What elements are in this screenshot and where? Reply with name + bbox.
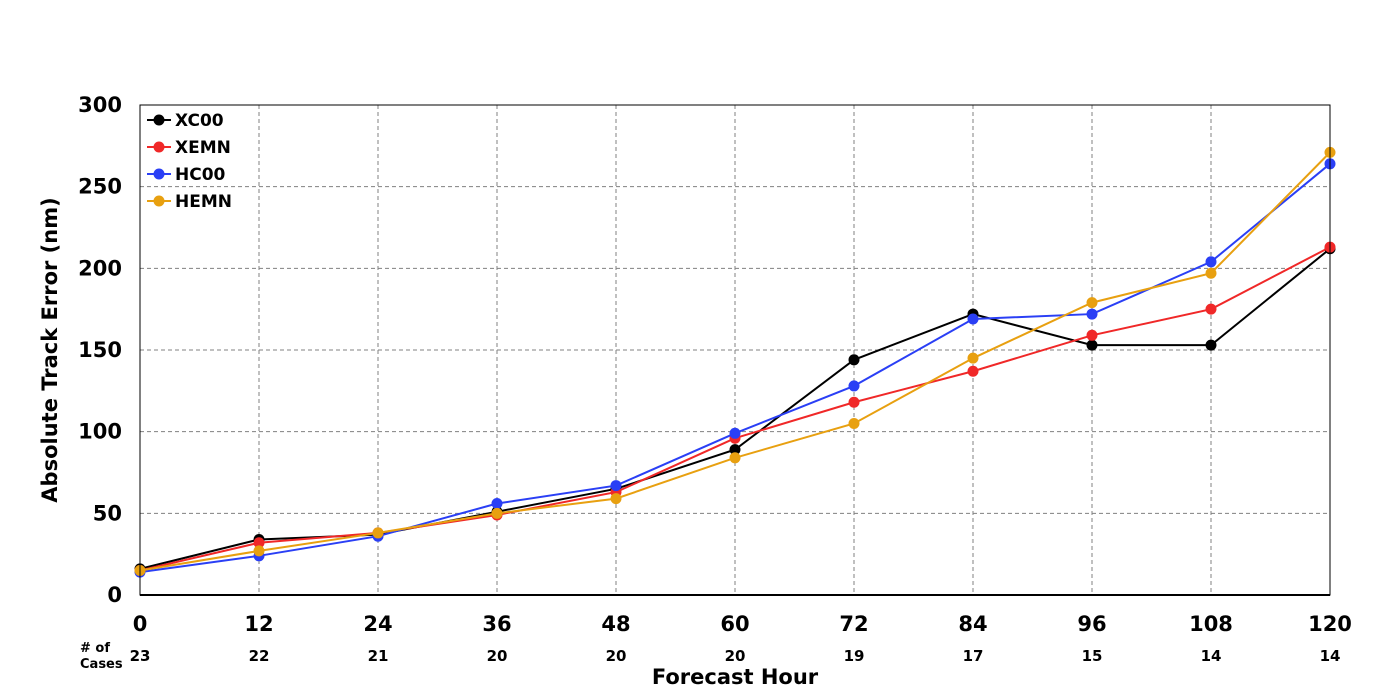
y-tick-label: 300 (78, 93, 122, 117)
x-tick-label: 36 (482, 612, 511, 636)
data-point (1086, 308, 1098, 320)
y-tick-label: 0 (107, 583, 122, 607)
x-tick-label: 0 (133, 612, 148, 636)
legend-marker (153, 168, 165, 180)
case-count: 22 (249, 647, 270, 665)
case-count: 21 (368, 647, 389, 665)
case-count: 14 (1201, 647, 1222, 665)
legend-label: XC00 (175, 111, 224, 131)
data-point (372, 527, 384, 539)
case-count: 23 (130, 647, 151, 665)
legend-item: XC00 (147, 111, 224, 131)
data-point (848, 354, 860, 366)
data-point (967, 313, 979, 325)
data-point (967, 365, 979, 377)
x-axis-title: Forecast Hour (652, 665, 819, 689)
data-point (729, 452, 741, 464)
data-point (1086, 339, 1098, 351)
legend-label: HC00 (175, 165, 226, 185)
series-hemn (134, 146, 1336, 576)
data-point (1205, 256, 1217, 268)
case-count: 14 (1320, 647, 1341, 665)
data-point (1086, 329, 1098, 341)
cases-title-line: Cases (80, 657, 123, 672)
x-tick-label: 96 (1077, 612, 1106, 636)
data-point (253, 545, 265, 557)
legend-label: HEMN (175, 192, 232, 212)
cases-title: # of Cases (80, 641, 123, 672)
y-tick-label: 50 (93, 501, 122, 525)
cases-title-line: # of (80, 641, 110, 656)
data-point (491, 507, 503, 519)
y-tick-label: 150 (78, 338, 122, 362)
data-point (610, 480, 622, 492)
y-tick-label: 200 (78, 256, 122, 280)
data-point (1205, 303, 1217, 315)
data-point (729, 444, 741, 456)
x-tick-label: 72 (839, 612, 868, 636)
legend-label: XEMN (175, 138, 231, 158)
tick-labels: 0 50 100 150 200 250 300 0 12 24 36 48 60 72 84 96 108 12… (78, 93, 1352, 636)
data-point (729, 427, 741, 439)
legend-item: HEMN (147, 192, 232, 212)
legend: XC00 XEMN HC00 HEMN (147, 111, 232, 212)
y-tick-label: 250 (78, 175, 122, 199)
case-count: 20 (606, 647, 627, 665)
case-count: 20 (487, 647, 508, 665)
x-tick-label: 60 (720, 612, 749, 636)
x-tick-label: 108 (1189, 612, 1233, 636)
legend-item: HC00 (147, 165, 226, 185)
data-point (1205, 267, 1217, 279)
case-count: 19 (844, 647, 865, 665)
data-point (491, 498, 503, 510)
legend-marker (153, 195, 165, 207)
x-tick-label: 12 (244, 612, 273, 636)
case-count: 17 (963, 647, 984, 665)
x-tick-label: 24 (363, 612, 392, 636)
x-tick-label: 48 (601, 612, 630, 636)
legend-item: XEMN (147, 138, 231, 158)
y-axis-title: Absolute Track Error (nm) (38, 197, 62, 502)
data-point (1086, 297, 1098, 309)
grid (140, 105, 1330, 595)
case-counts: 23 22 21 20 20 20 19 17 15 14 14 (130, 647, 1341, 665)
data-point (848, 396, 860, 408)
data-point (610, 493, 622, 505)
data-point (253, 537, 265, 549)
y-tick-label: 100 (78, 420, 122, 444)
x-tick-label: 84 (958, 612, 987, 636)
data-point (1205, 339, 1217, 351)
data-point (967, 352, 979, 364)
data-point (848, 418, 860, 429)
data-point (848, 380, 860, 392)
legend-marker (153, 141, 165, 153)
series-lines (134, 146, 1336, 578)
case-count: 20 (725, 647, 746, 665)
case-count: 15 (1082, 647, 1103, 665)
legend-marker (153, 114, 165, 126)
x-tick-label: 120 (1308, 612, 1352, 636)
axes (139, 104, 1331, 596)
